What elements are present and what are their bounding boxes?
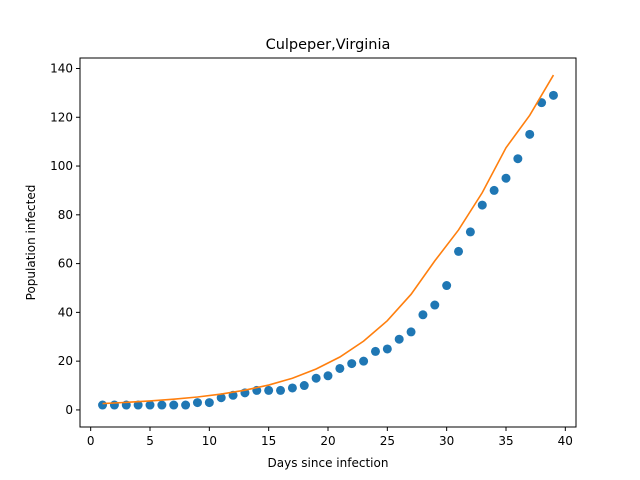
fit-curve-line: [102, 74, 555, 405]
scatter-point: [192, 398, 202, 408]
scatter-point: [335, 363, 345, 373]
scatter-point: [501, 173, 511, 183]
scatter-point: [477, 200, 487, 210]
scatter-point: [145, 400, 155, 410]
scatter-point: [406, 327, 416, 337]
scatter-point: [169, 400, 179, 410]
scatter-point: [382, 344, 392, 354]
y-tick-label: 100: [50, 159, 73, 173]
x-tick-label: 10: [202, 434, 217, 448]
scatter-point: [157, 400, 167, 410]
scatter-point: [442, 281, 452, 291]
y-tick-label: 60: [58, 257, 73, 271]
scatter-point: [418, 310, 428, 320]
x-tick-label: 20: [320, 434, 335, 448]
scatter-point: [347, 359, 357, 369]
y-tick-label: 120: [50, 110, 73, 124]
x-axis: 0 5 10 15 20 25 30 35 40: [87, 427, 573, 448]
scatter-point: [465, 227, 475, 237]
scatter-point: [489, 185, 499, 195]
scatter-point: [513, 154, 523, 164]
y-tick-label: 40: [58, 305, 73, 319]
scatter-point: [359, 356, 369, 366]
y-axis: 0 20 40 60 80 100 120 140: [50, 61, 80, 417]
x-axis-label: Days since infection: [268, 456, 389, 470]
scatter-point: [323, 371, 333, 381]
scatter-point: [548, 90, 558, 100]
scatter-point: [394, 334, 404, 344]
scatter-point: [264, 385, 274, 395]
x-tick-label: 30: [439, 434, 454, 448]
y-tick-label: 20: [58, 354, 73, 368]
scatter-point: [454, 246, 464, 256]
scatter-point: [109, 400, 119, 410]
scatter-point: [287, 383, 297, 393]
x-tick-label: 25: [380, 434, 395, 448]
x-tick-label: 5: [146, 434, 154, 448]
x-tick-label: 35: [498, 434, 513, 448]
scatter-point: [525, 129, 535, 139]
series-layer: [98, 74, 558, 410]
x-tick-label: 0: [87, 434, 95, 448]
y-tick-label: 80: [58, 208, 73, 222]
scatter-point: [370, 346, 380, 356]
x-tick-label: 40: [558, 434, 573, 448]
y-axis-label: Population infected: [24, 185, 38, 301]
scatter-point: [430, 300, 440, 310]
scatter-point: [311, 373, 321, 383]
scatter-point: [133, 400, 143, 410]
x-tick-label: 15: [261, 434, 276, 448]
y-tick-label: 140: [50, 61, 73, 75]
scatter-point: [204, 398, 214, 408]
scatter-point: [98, 400, 108, 410]
scatter-point: [181, 400, 191, 410]
chart-title: Culpeper,Virginia: [266, 37, 391, 53]
y-tick-label: 0: [65, 403, 73, 417]
scatter-point: [299, 381, 309, 391]
scatter-point: [216, 393, 226, 403]
scatter-point: [276, 385, 286, 395]
